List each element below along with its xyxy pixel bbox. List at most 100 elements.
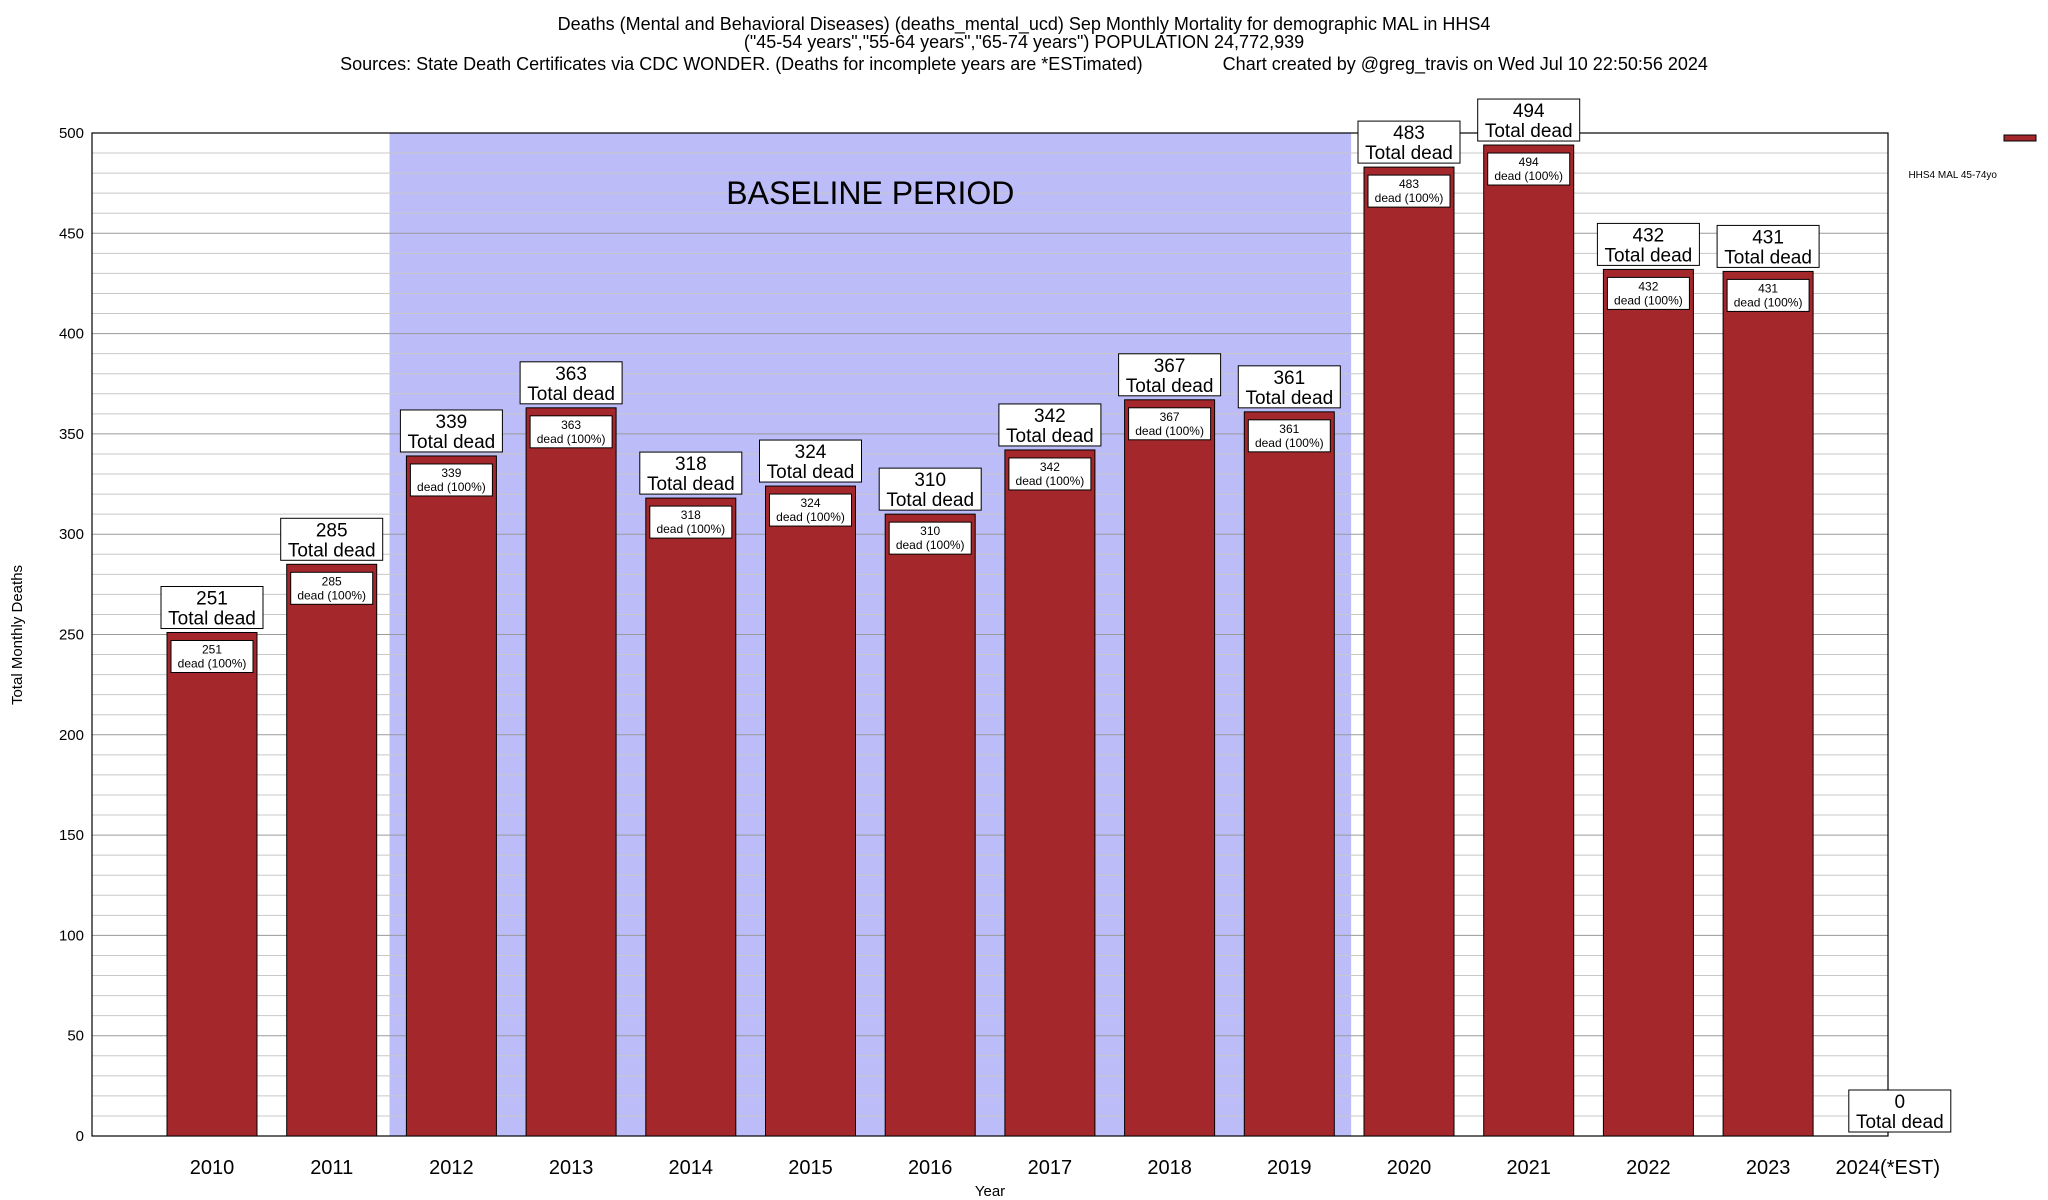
bar	[884, 513, 976, 1137]
inner-label-value: 483	[1399, 177, 1419, 191]
x-tick-label: 2019	[1267, 1157, 1312, 1179]
inner-label-value: 363	[561, 418, 581, 432]
top-label-text: Total dead	[1856, 1112, 1944, 1133]
x-tick-label: 2016	[908, 1157, 953, 1179]
legend-swatch	[2003, 134, 2037, 142]
inner-label-value: 251	[202, 642, 222, 656]
top-label-text: Total dead	[1724, 247, 1812, 268]
inner-label-value: 494	[1519, 155, 1539, 169]
top-label-value: 318	[675, 454, 707, 475]
inner-label-text: dead (100%)	[178, 656, 247, 670]
bar	[1124, 399, 1216, 1137]
inner-label-text: dead (100%)	[1255, 436, 1324, 450]
y-tick-label: 450	[59, 225, 84, 242]
top-label-box	[519, 361, 623, 405]
top-label-box	[1477, 98, 1581, 142]
top-label-text: Total dead	[1006, 426, 1094, 447]
x-tick-label: 2023	[1746, 1157, 1791, 1179]
inner-label-text: dead (100%)	[776, 510, 845, 524]
inner-label-text: dead (100%)	[297, 588, 366, 602]
inner-label-text: dead (100%)	[417, 480, 486, 494]
inner-label-box	[649, 505, 733, 539]
inner-label-box	[1247, 419, 1331, 453]
top-label-text: Total dead	[1485, 121, 1573, 142]
inner-label-box	[1487, 152, 1571, 186]
inner-label-text: dead (100%)	[656, 522, 725, 536]
top-label-value: 342	[1034, 406, 1066, 427]
inner-label-value: 339	[441, 466, 461, 480]
top-label-value: 251	[196, 588, 228, 609]
top-label-text: Total dead	[1605, 245, 1693, 266]
inner-label-text: dead (100%)	[1614, 293, 1683, 307]
inner-label-value: 342	[1040, 460, 1060, 474]
top-label-value: 361	[1273, 368, 1305, 389]
top-label-value: 324	[795, 442, 827, 463]
top-label-box	[1716, 224, 1820, 268]
inner-label-text: dead (100%)	[1135, 424, 1204, 438]
bar	[525, 407, 617, 1137]
x-tick-label: 2018	[1147, 1157, 1192, 1179]
bar	[1602, 268, 1694, 1137]
bar	[1722, 270, 1814, 1137]
y-tick-label: 50	[67, 1028, 84, 1045]
inner-label-box	[1726, 278, 1810, 312]
inner-label-value: 367	[1160, 410, 1180, 424]
bar	[405, 455, 497, 1137]
legend-label: HHS4 MAL 45-74yo	[1908, 170, 1997, 181]
top-label-value: 494	[1513, 101, 1545, 122]
baseline-label: BASELINE PERIOD	[726, 175, 1014, 211]
top-label-value: 339	[436, 412, 468, 433]
bar	[1483, 144, 1575, 1137]
top-label-text: Total dead	[1126, 376, 1214, 397]
inner-label-box	[769, 493, 852, 527]
plot-frame	[91, 132, 1889, 1137]
inner-label-box	[409, 463, 493, 497]
inner-label-text: dead (100%)	[1016, 474, 1085, 488]
top-label-box	[1357, 120, 1461, 164]
inner-label-value: 431	[1758, 281, 1778, 295]
inner-label-box	[529, 415, 613, 449]
x-tick-label: 2013	[549, 1157, 594, 1179]
x-tick-label: 2015	[788, 1157, 833, 1179]
top-label-box	[1848, 1089, 1952, 1133]
inner-label-box	[1128, 407, 1212, 441]
inner-label-text: dead (100%)	[537, 432, 606, 446]
inner-label-text: dead (100%)	[1734, 295, 1803, 309]
inner-label-value: 361	[1279, 422, 1299, 436]
inner-label-value: 310	[920, 524, 940, 538]
inner-label-text: dead (100%)	[1375, 191, 1444, 205]
top-label-value: 0	[1895, 1092, 1906, 1113]
inner-label-box	[1367, 174, 1451, 208]
y-tick-label: 200	[59, 727, 84, 744]
y-axis-title: Total Monthly Deaths	[9, 565, 26, 705]
top-label-box	[759, 439, 862, 483]
top-label-box	[1118, 353, 1222, 397]
y-tick-label: 400	[59, 326, 84, 343]
top-label-value: 367	[1154, 356, 1186, 377]
inner-label-value: 285	[322, 574, 342, 588]
y-tick-label: 100	[59, 927, 84, 944]
top-label-value: 285	[316, 520, 348, 541]
inner-label-box	[170, 639, 254, 673]
y-tick-label: 150	[59, 827, 84, 844]
top-label-box	[639, 451, 743, 495]
x-tick-label: 2014	[669, 1157, 714, 1179]
bar	[1243, 411, 1335, 1137]
bar	[645, 497, 737, 1137]
y-tick-label: 0	[76, 1128, 84, 1145]
inner-label-value: 324	[800, 496, 820, 510]
top-label-text: Total dead	[767, 462, 855, 483]
x-tick-label: 2011	[310, 1157, 353, 1179]
top-label-box	[878, 467, 982, 511]
x-tick-label: 2010	[190, 1157, 235, 1179]
x-axis-title: Year	[975, 1183, 1005, 1200]
inner-label-value: 432	[1638, 279, 1658, 293]
top-label-text: Total dead	[1245, 388, 1333, 409]
inner-label-box	[290, 571, 374, 605]
top-label-value: 431	[1752, 227, 1784, 248]
top-label-value: 432	[1633, 225, 1665, 246]
chart-source-line: Sources: State Death Certificates via CD…	[340, 54, 1708, 74]
y-tick-label: 250	[59, 627, 84, 644]
inner-label-text: dead (100%)	[1494, 169, 1563, 183]
